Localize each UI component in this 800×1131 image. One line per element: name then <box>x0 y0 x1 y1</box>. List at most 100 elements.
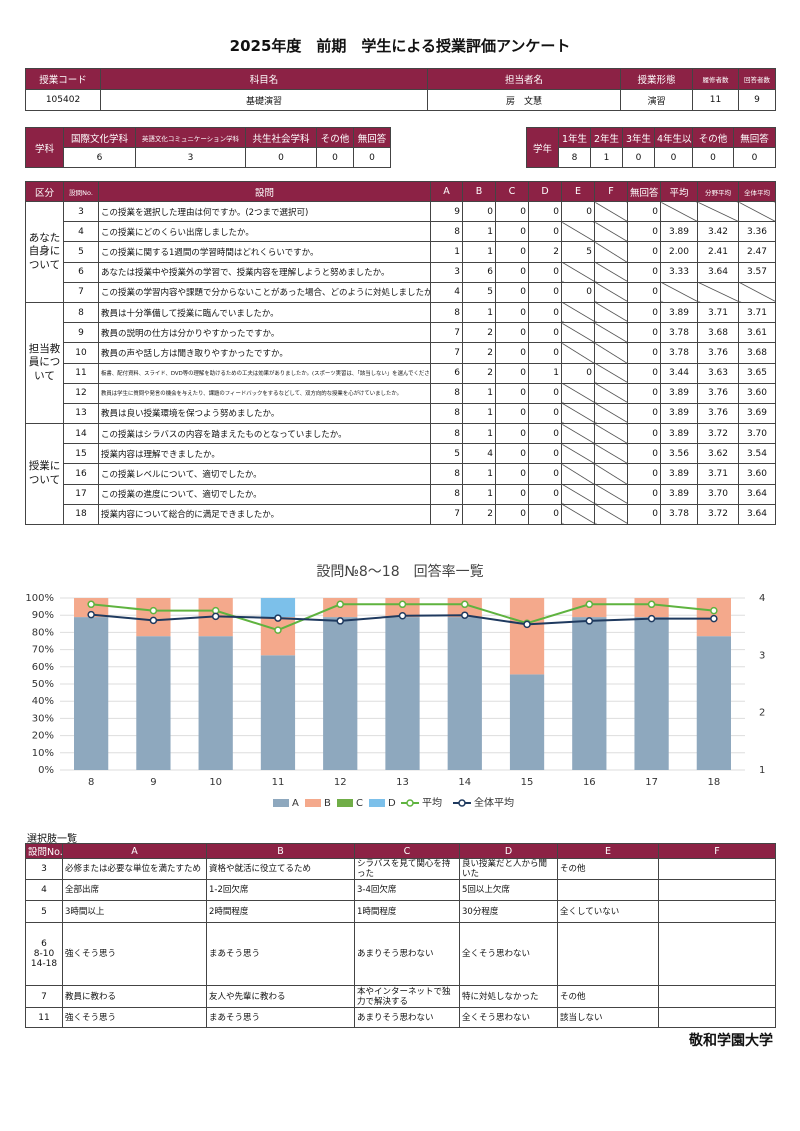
question-number: 4 <box>25 879 63 902</box>
legend-label: B <box>324 798 331 809</box>
value-cell: 0 <box>528 322 562 344</box>
header-row: 設問No. A B C D E F <box>25 843 776 859</box>
value-cell: 3.71 <box>697 301 739 324</box>
question-row: 15 授業内容は理解できましたか。 5 4 0 0 0 3.56 3.62 3.54 <box>26 443 776 465</box>
option-row: 5 3時間以上 2時間程度 1時間程度 30分程度 全くしていない <box>25 900 776 924</box>
value-cell: 4 <box>430 281 463 303</box>
empty-cell <box>594 423 628 445</box>
legend-marker <box>406 799 414 807</box>
bar-segment <box>447 617 482 770</box>
value-cell: 0 <box>495 261 529 283</box>
value-cell: 3.44 <box>660 362 698 384</box>
value-cell: 7 <box>430 342 463 364</box>
value-cell: 3.89 <box>660 301 698 324</box>
value-cell: 2 <box>462 362 496 384</box>
value-cell: 0 <box>495 402 529 425</box>
value-cell: 7 <box>430 322 463 344</box>
value-cell: 0 <box>627 301 661 324</box>
value-cell: 3.78 <box>660 322 698 344</box>
value-cell: 3.64 <box>738 483 776 505</box>
value-cell: 13 <box>63 402 99 425</box>
value-cell: 3.68 <box>697 322 739 344</box>
table-body: 授業コード 科目名 担当者名 授業形態 履修者数 回答者数 105402 基礎演習房 文慧 演習… <box>25 68 776 111</box>
value-cell: 8 <box>430 301 463 324</box>
x-tick-label: 16 <box>583 777 596 788</box>
option-text: 強くそう思う <box>62 1007 207 1029</box>
y-tick-label: 80% <box>32 627 54 638</box>
header-cell: 英語文化コミュニケーション学科 <box>135 127 246 148</box>
value-cell: 3.62 <box>697 443 739 465</box>
line-point <box>336 617 344 625</box>
line-point <box>710 606 718 615</box>
table-body: 設問No. A B C D E F 3 必修または必要な単位を満たすため 資格や就活に役立てるため… <box>25 843 776 1029</box>
y-tick-label: 0% <box>38 765 54 776</box>
header-cell: 設問No. <box>63 181 99 202</box>
header-row: 区分 設問No. 設問 A B C D E F 無回答 平均 分野平均 全体平均 <box>25 181 776 202</box>
value-cell: 11 <box>692 89 739 111</box>
empty-cell <box>561 301 595 324</box>
value-cell: 0 <box>495 382 529 404</box>
value-cell: 3.33 <box>660 261 698 283</box>
y2-tick-label: 4 <box>759 593 765 604</box>
header-cell: F <box>594 181 628 202</box>
value-cell: 2 <box>462 503 496 526</box>
line-point <box>647 600 656 609</box>
value-cell: 8 <box>430 221 463 243</box>
empty-cell <box>561 221 595 243</box>
question-row: 18 授業内容について総合的に満足できましたか。 7 2 0 0 0 3.78 3.72 3.64 <box>26 503 776 526</box>
value-cell: 3.64 <box>738 503 776 526</box>
option-text: 3時間以上 <box>62 900 207 924</box>
option-text: 5回以上欠席 <box>459 879 558 902</box>
value-cell: 2.00 <box>660 241 698 263</box>
question-row: あなた自身について 3 この授業を選択した理由は何ですか。(2つまで選択可) 9 0 0 0… <box>25 200 776 303</box>
value-cell: 0 <box>528 261 562 283</box>
value-cell: 3.65 <box>738 362 776 384</box>
value-cell: 18 <box>63 503 99 526</box>
department-table: 学科 国際文化学科 英語文化コミュニケーション学科 共生社会学科 その他 無回答 6 3 0 0 0 <box>25 127 391 168</box>
legend-swatch <box>337 799 353 807</box>
question-number-line: 8-10 <box>33 949 55 960</box>
value-cell: 0 <box>627 463 661 485</box>
option-text: 全部出席 <box>62 879 207 902</box>
option-text: 特に対処しなかった <box>459 985 558 1009</box>
header-cell: 無回答 <box>733 127 776 148</box>
y-tick-label: 70% <box>32 645 54 656</box>
value-cell: 7 <box>430 503 463 526</box>
header-cell: 1年生 <box>558 127 591 148</box>
value-cell: 3.78 <box>660 503 698 526</box>
header-cell: 回答者数 <box>738 68 776 90</box>
empty-cell <box>660 281 698 303</box>
question-number-line: 6 <box>41 939 47 950</box>
value-cell: 1 <box>462 423 496 445</box>
value-cell: 2 <box>462 342 496 364</box>
legend-label: 全体平均 <box>474 796 514 809</box>
value-cell: 0 <box>528 221 562 243</box>
bar-segment <box>385 617 420 770</box>
value-cell: 6 <box>63 147 136 168</box>
value-cell: 11 <box>63 362 99 384</box>
question-row: 7 この授業の学習内容や課題で分からないことがあった場合、どのように対処しましたか… <box>26 281 776 303</box>
value-cell: 17 <box>63 483 99 505</box>
option-text: 1-2回欠席 <box>206 879 355 902</box>
header-cell: その他 <box>316 127 354 148</box>
y-tick-label: 30% <box>32 713 54 724</box>
value-cell: 0 <box>528 463 562 485</box>
value-cell: 2 <box>528 241 562 263</box>
value-cell: 0 <box>495 322 529 344</box>
line-point <box>87 600 95 609</box>
option-text: 該当しない <box>557 1007 659 1029</box>
bar-segment <box>323 617 358 770</box>
table-row: 105402 基礎演習房 文慧 演習 11 9 <box>25 89 776 111</box>
value-cell: 0 <box>495 483 529 505</box>
legend-swatch <box>305 799 321 807</box>
question-row: 11 板書、配付資料、スライド、DVD等の理解を助けるための工夫は効果がありました… <box>26 362 776 384</box>
x-tick-label: 15 <box>521 777 534 788</box>
legend-swatch <box>273 799 289 807</box>
page-title: 2025年度 前期 学生による授業評価アンケート <box>229 37 571 55</box>
header-cell: 担当者名 <box>427 68 621 90</box>
header-cell: B <box>206 843 355 859</box>
value-cell: 0 <box>495 423 529 445</box>
question-text: 教員は学生に質問や発言の機会を与えたり、課題のフィードバックをするなどして、双方… <box>98 382 431 404</box>
